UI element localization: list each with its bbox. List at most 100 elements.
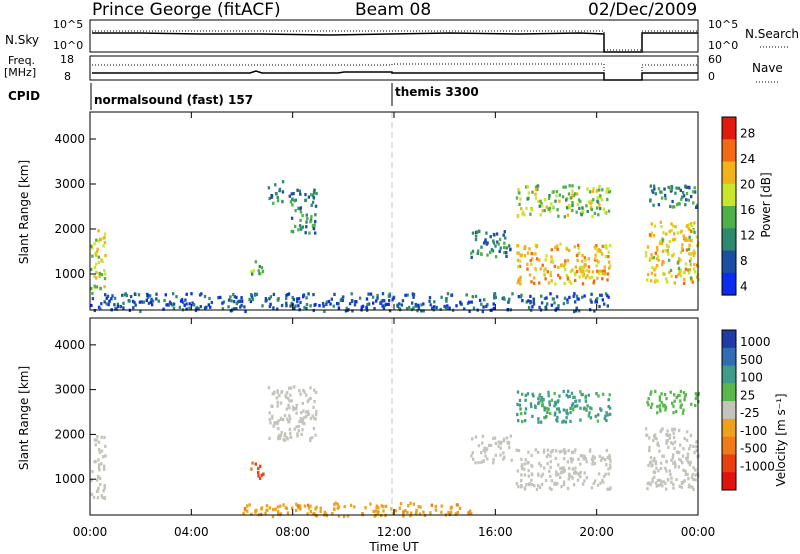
data-cell [446,304,449,308]
colorbar-swatch [722,418,736,438]
data-cell [243,507,247,511]
data-cell [581,210,584,214]
data-cell [93,266,97,270]
data-cell [133,300,136,305]
data-cell [659,478,662,482]
data-cell [599,194,602,198]
data-cell [517,419,520,423]
data-cell [96,496,100,500]
data-cell [563,468,566,472]
data-cell [601,277,604,281]
data-cell [695,275,699,279]
data-cell [235,295,238,299]
data-cell [661,484,664,488]
data-cell [691,280,694,284]
beam-label: Beam 08 [355,0,431,20]
data-cell [103,269,106,273]
data-cell [348,302,352,306]
data-cell [549,454,552,458]
data-cell [606,278,609,282]
data-cell [695,203,699,207]
data-cell [375,504,379,508]
data-cell [97,486,100,490]
data-cell [556,244,559,248]
data-cell [276,505,280,509]
data-cell [669,189,673,193]
data-cell [675,410,678,414]
data-cell [516,390,520,394]
data-cell [566,275,569,279]
data-cell [673,440,677,444]
y-tick-label: 1000 [54,267,85,281]
data-cell [672,224,675,228]
data-cell [564,259,567,263]
data-cell [285,407,288,411]
data-cell [470,512,473,516]
data-cell [95,253,98,257]
data-cell [533,484,536,488]
data-cell [304,198,308,202]
data-cell [650,253,653,257]
data-cell [688,243,691,247]
data-cell [96,435,99,439]
data-cell [558,394,561,398]
data-cell [574,265,578,269]
data-cell [306,217,309,221]
data-cell [236,300,240,304]
data-cell [688,259,692,263]
data-cell [527,306,531,310]
data-cell [543,273,546,277]
data-cell [459,300,462,304]
data-cell [98,274,101,279]
data-cell [517,295,521,299]
data-cell [559,471,563,475]
data-cell [647,403,650,407]
data-cell [447,510,450,514]
data-cell [675,396,678,400]
data-cell [345,306,348,310]
data-cell [543,406,546,410]
data-cell [524,407,528,411]
data-cell [255,508,258,512]
data-cell [577,246,580,250]
data-cell [563,447,566,452]
data-cell [548,403,551,407]
data-cell [405,307,409,311]
data-cell [491,249,495,253]
data-cell [650,271,654,275]
data-cell [573,245,577,249]
data-cell [105,296,108,300]
data-cell [684,472,687,476]
data-cell [680,197,683,201]
data-cell [561,195,565,199]
data-cell [674,191,677,195]
data-cell [568,295,571,299]
data-cell [599,293,602,297]
data-cell [604,210,607,214]
data-cell [562,419,565,423]
data-cell [296,434,299,438]
data-cell [658,449,661,453]
data-cell [432,305,435,309]
data-cell [400,303,404,307]
data-cell [162,307,165,311]
data-cell [568,204,571,208]
data-cell [602,207,605,211]
data-cell [569,269,573,274]
data-cell [648,461,652,465]
data-cell [654,433,657,437]
data-cell [527,450,530,454]
data-cell [692,253,696,257]
data-cell [264,511,267,515]
data-cell [534,196,538,200]
data-cell [564,185,567,189]
data-cell [672,252,676,256]
data-cell [243,305,246,309]
data-cell [680,403,683,407]
data-cell [279,416,283,420]
data-cell [252,269,256,273]
data-cell [565,411,569,415]
data-cell [661,263,664,267]
data-cell [603,474,606,479]
